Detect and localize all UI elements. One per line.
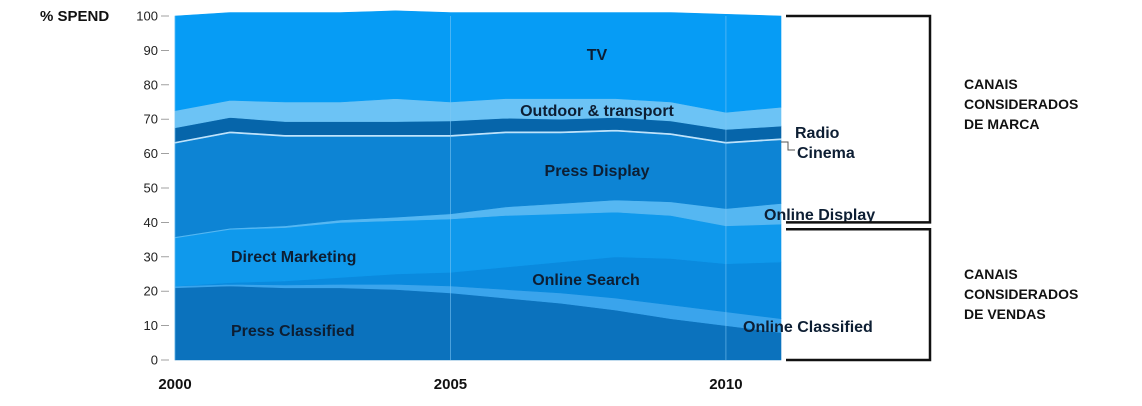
group-label-line: DE VENDAS	[964, 306, 1046, 322]
band-label-tv: TV	[587, 47, 608, 64]
group-bracket	[786, 14, 932, 224]
band-label-online-display: Online Display	[764, 207, 875, 224]
group-bracket	[786, 228, 932, 362]
y-tick-label: 20	[144, 284, 158, 299]
group-brackets: CANAIS CONSIDERADOS DE MARCA CANAIS CONSIDER…	[786, 14, 1078, 362]
band-label-direct-marketing: Direct Marketing	[231, 249, 356, 266]
band-label-outdoor-and-transport: Outdoor & transport	[520, 103, 674, 120]
area-series-group	[174, 10, 782, 361]
band-label-radio: Radio	[795, 125, 840, 142]
y-tick-label: 70	[144, 112, 158, 127]
x-tick-label: 2010	[709, 376, 742, 393]
tick-labels-group: 0 10 20 30 40 50 60 70 80 90 100 2000 2005 2010	[136, 9, 742, 394]
y-tick-label: 0	[151, 353, 158, 368]
area-tv	[174, 10, 782, 113]
band-label-press-classified: Press Classified	[231, 323, 355, 340]
x-tick-label: 2000	[158, 376, 191, 393]
y-tick-label: 30	[144, 249, 158, 264]
y-tick-label: 60	[144, 146, 158, 161]
group-label-line: CANAIS	[964, 266, 1018, 282]
band-label-press-display: Press Display	[545, 163, 650, 180]
group-label-line: DE MARCA	[964, 116, 1039, 132]
y-axis-label: % SPEND	[40, 8, 109, 25]
y-tick-label: 40	[144, 215, 158, 230]
group-label-line: CONSIDERADOS	[964, 286, 1078, 302]
cinema-leader-line	[781, 141, 795, 151]
y-tick-label: 90	[144, 43, 158, 58]
group-label-line: CONSIDERADOS	[964, 96, 1078, 112]
y-tick-label: 50	[144, 181, 158, 196]
y-tick-label: 10	[144, 318, 158, 333]
band-label-online-search: Online Search	[532, 272, 640, 289]
y-tick-label: 80	[144, 77, 158, 92]
band-label-cinema: Cinema	[797, 145, 855, 162]
band-labels-group: TV Outdoor & transport Radio Cinema Press Di…	[231, 47, 875, 340]
group-label-line: CANAIS	[964, 76, 1018, 92]
y-tick-label: 100	[136, 9, 158, 24]
x-tick-label: 2005	[434, 376, 467, 393]
band-label-online-classified: Online Classified	[743, 319, 873, 336]
